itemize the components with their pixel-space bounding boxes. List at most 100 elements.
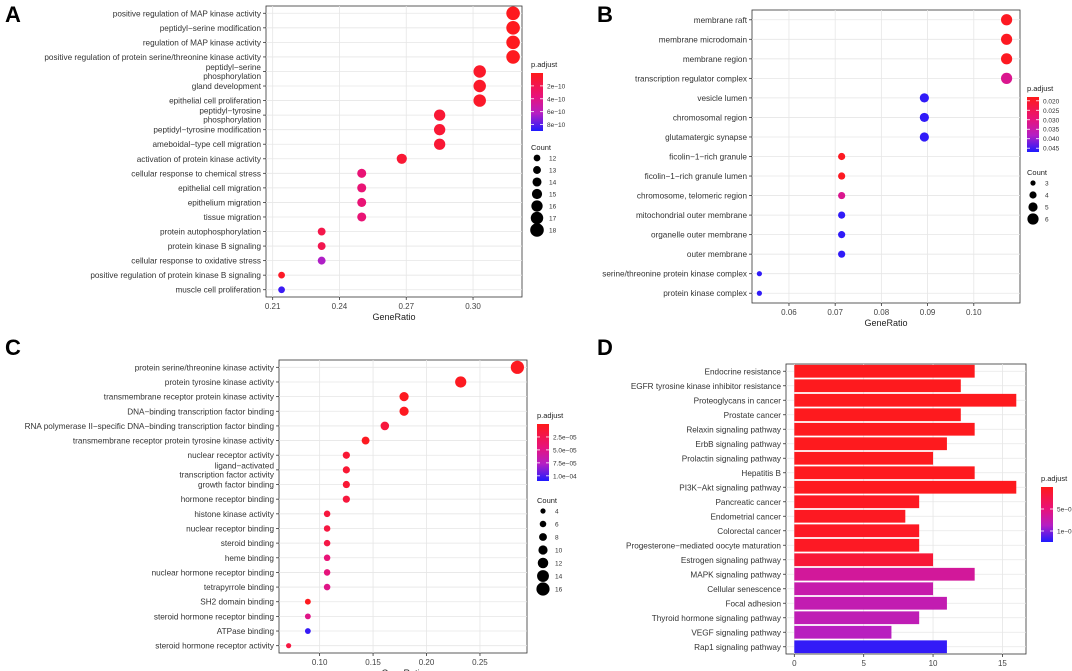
bar bbox=[794, 364, 975, 378]
size-legend-dot bbox=[537, 570, 549, 582]
data-point bbox=[342, 495, 350, 503]
x-axis-title: GeneRatio bbox=[864, 318, 907, 328]
category-label: chromosome, telomeric region bbox=[637, 192, 748, 201]
bar bbox=[794, 451, 934, 465]
data-point bbox=[756, 271, 762, 277]
x-tick-label: 0.15 bbox=[365, 658, 381, 667]
data-point bbox=[323, 539, 331, 547]
size-legend-label: 3 bbox=[1045, 181, 1049, 188]
color-legend-label: 0.045 bbox=[1043, 146, 1060, 153]
category-label: MAPK signaling pathway bbox=[690, 570, 781, 579]
bar bbox=[794, 582, 934, 596]
bar bbox=[794, 553, 934, 567]
category-label: hormone receptor binding bbox=[181, 495, 275, 504]
category-label: positive regulation of protein kinase B … bbox=[90, 271, 261, 280]
data-point bbox=[919, 132, 929, 142]
bar bbox=[794, 408, 961, 422]
bar bbox=[794, 509, 906, 523]
category-label: positive regulation of MAP kinase activi… bbox=[113, 9, 262, 18]
data-point bbox=[433, 109, 446, 121]
category-label: activation of protein kinase activity bbox=[137, 155, 262, 164]
category-label: Pancreatic cancer bbox=[715, 498, 781, 507]
gridlines bbox=[752, 10, 1020, 303]
size-legend-dot bbox=[1030, 180, 1036, 186]
x-tick-label: 0.21 bbox=[265, 302, 281, 311]
category-label: steroid binding bbox=[221, 539, 275, 548]
x-tick-label: 10 bbox=[929, 659, 938, 668]
category-label: peptidyl−serine bbox=[206, 63, 262, 72]
plot-frame bbox=[265, 5, 523, 298]
data-point bbox=[838, 211, 846, 219]
x-tick-label: 0.08 bbox=[874, 308, 890, 317]
category-label: vesicle lumen bbox=[697, 94, 747, 103]
color-legend-label: 5.0e−05 bbox=[553, 447, 577, 454]
data-point bbox=[433, 124, 446, 136]
data-point bbox=[342, 480, 350, 489]
color-legend-label: 0.035 bbox=[1043, 127, 1060, 134]
category-label: protein kinase B signaling bbox=[168, 242, 262, 251]
x-tick-label: 0.07 bbox=[827, 308, 843, 317]
category-label: protein autophosphorylation bbox=[160, 228, 261, 237]
data-point bbox=[510, 360, 524, 374]
category-label: nuclear receptor activity bbox=[188, 451, 275, 460]
size-legend-label: 5 bbox=[1045, 205, 1049, 212]
color-legend-label: 0.020 bbox=[1043, 98, 1060, 105]
bar bbox=[794, 379, 961, 393]
x-tick-label: 0 bbox=[792, 659, 797, 668]
category-label: chromosomal region bbox=[673, 113, 748, 122]
size-legend-label: 16 bbox=[555, 587, 563, 594]
bar bbox=[794, 640, 947, 654]
bar bbox=[794, 480, 1017, 494]
x-tick-label: 0.10 bbox=[966, 308, 982, 317]
data-point bbox=[838, 231, 846, 239]
category-label: muscle cell proliferation bbox=[175, 286, 261, 295]
bar bbox=[794, 495, 920, 509]
data-point bbox=[304, 628, 311, 634]
data-point bbox=[396, 153, 407, 164]
data-point bbox=[357, 168, 367, 178]
data-point bbox=[473, 65, 486, 78]
category-label: ameboidal−type cell migration bbox=[152, 140, 261, 149]
category-label: epithelium migration bbox=[188, 198, 262, 207]
data-point bbox=[357, 183, 367, 193]
panel-d-barplot: Endocrine resistance EGFR tyrosine kinase… bbox=[626, 363, 1072, 668]
bar bbox=[794, 437, 947, 451]
bar bbox=[794, 422, 975, 436]
data-point bbox=[433, 138, 446, 150]
bar bbox=[794, 625, 892, 639]
category-label: VEGF signaling pathway bbox=[691, 628, 782, 637]
panel-c-dotplot: 0.10 0.15 0.20 0.25 GeneRatio protein serine/… bbox=[25, 359, 577, 671]
color-legend-label: 0.025 bbox=[1043, 108, 1060, 115]
color-legend-label: 1e−06 bbox=[1057, 529, 1072, 536]
category-label: membrane microdomain bbox=[659, 35, 748, 44]
category-label: phosphorylation bbox=[203, 72, 261, 81]
category-label: Proteoglycans in cancer bbox=[694, 396, 782, 405]
data-point bbox=[357, 212, 367, 222]
bar bbox=[794, 538, 920, 552]
x-tick-label: 0.06 bbox=[781, 308, 797, 317]
size-legend-label: 4 bbox=[1045, 193, 1049, 200]
data-point bbox=[323, 569, 331, 576]
color-legend-title: p.adjust bbox=[537, 411, 564, 420]
data-point bbox=[506, 50, 520, 64]
color-legend-label: 2.5e−05 bbox=[553, 434, 577, 441]
category-label: glutamatergic synapse bbox=[665, 133, 747, 142]
bar bbox=[794, 567, 975, 581]
size-legend-dot bbox=[1029, 191, 1037, 199]
category-label: ficolin−1−rich granule lumen bbox=[645, 172, 748, 181]
bar bbox=[794, 393, 1017, 407]
size-legend-dot bbox=[1028, 202, 1038, 212]
category-label: steroid hormone receptor binding bbox=[154, 612, 275, 621]
size-legend-dot bbox=[539, 520, 547, 528]
data-point bbox=[506, 6, 520, 21]
category-label: Relaxin signaling pathway bbox=[686, 425, 782, 434]
data-point bbox=[278, 271, 285, 279]
category-label: peptidyl−serine modification bbox=[160, 24, 262, 33]
size-legend-dot bbox=[540, 508, 546, 514]
data-point bbox=[455, 376, 467, 388]
size-legend-label: 15 bbox=[549, 192, 557, 199]
size-legend-label: 6 bbox=[555, 522, 559, 529]
category-label: transmembrane receptor protein kinase ac… bbox=[104, 393, 275, 402]
color-legend-label: 4e−10 bbox=[547, 96, 566, 103]
